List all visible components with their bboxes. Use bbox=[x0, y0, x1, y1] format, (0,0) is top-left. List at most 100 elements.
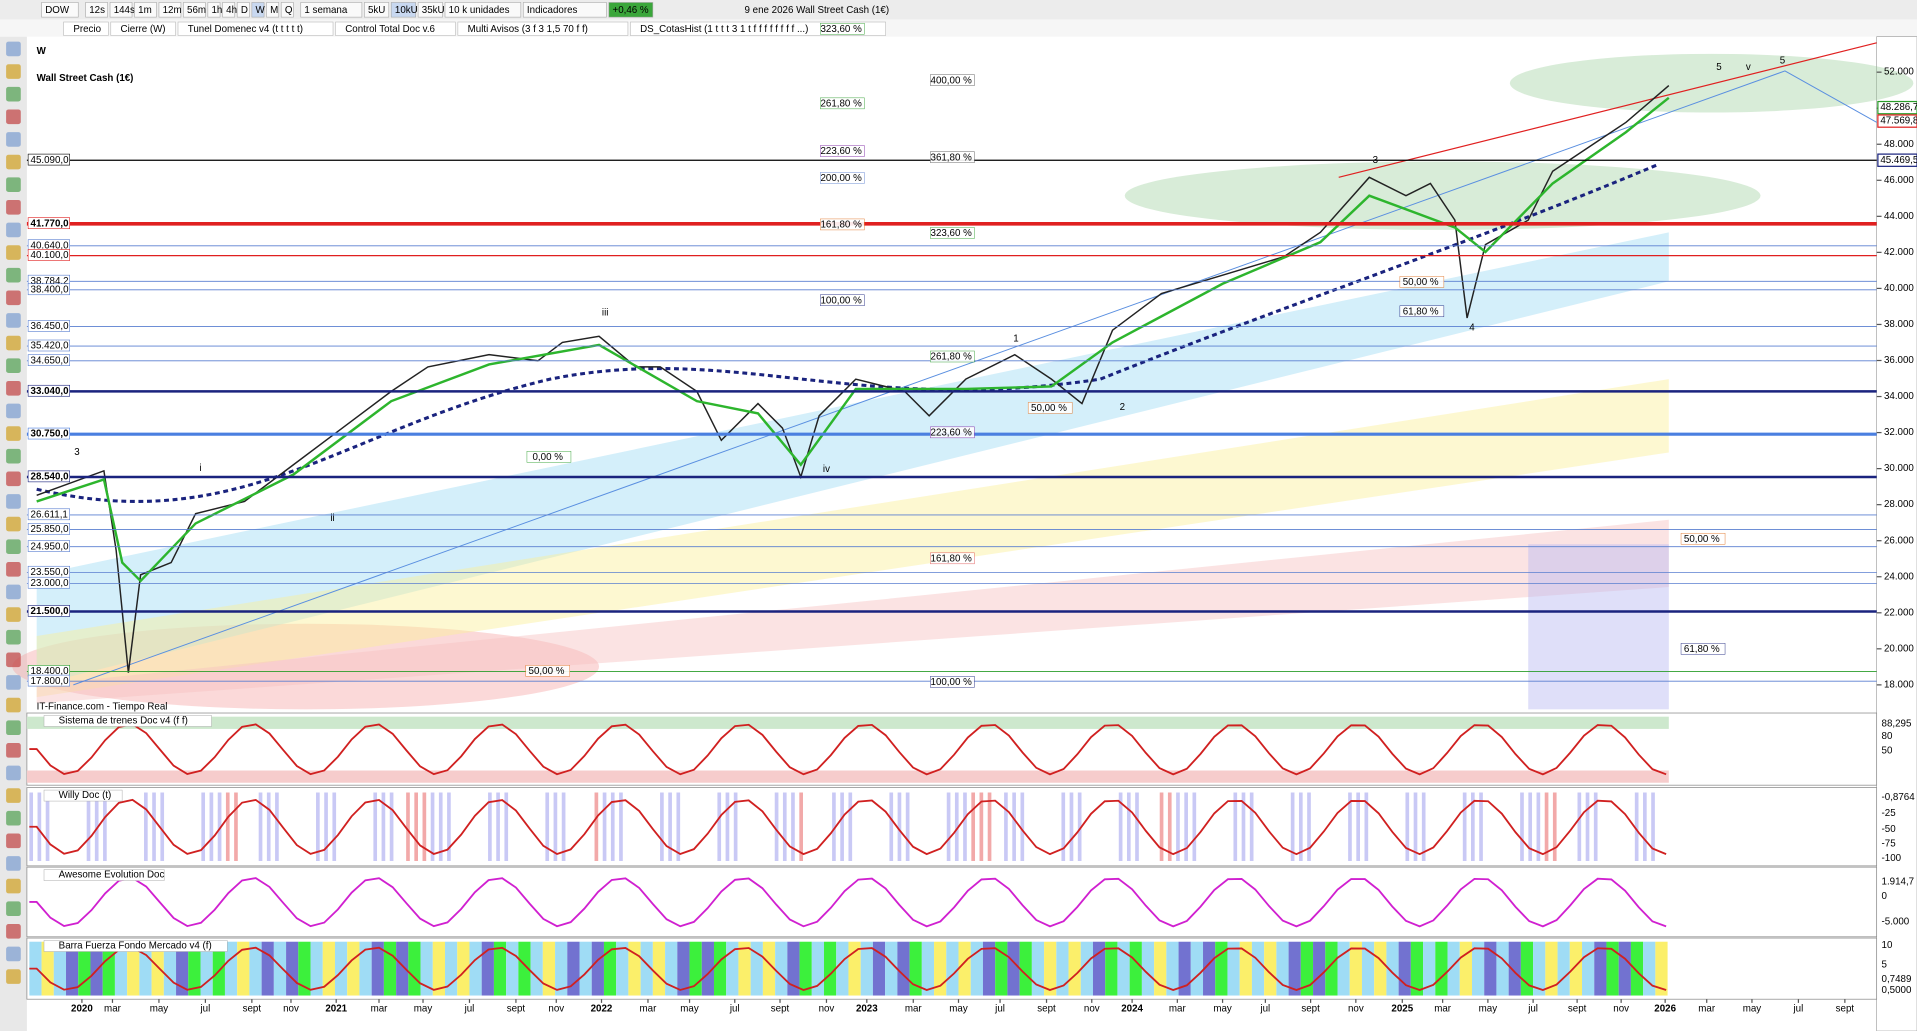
tool-icon[interactable] bbox=[6, 380, 21, 396]
indicator-tab-label[interactable]: Precio bbox=[73, 24, 101, 35]
timeframe-button-label[interactable]: W bbox=[256, 5, 266, 16]
tool-icon[interactable] bbox=[6, 64, 21, 79]
change-badge[interactable] bbox=[608, 2, 654, 18]
tool-icon[interactable] bbox=[6, 494, 21, 509]
period-select-label[interactable]: 1 semana bbox=[304, 5, 347, 16]
unit-size-select-label[interactable]: 10 k unidades bbox=[449, 5, 510, 16]
timeframe-button[interactable] bbox=[251, 2, 265, 18]
tool-icon[interactable] bbox=[6, 199, 21, 215]
indicator-tab[interactable] bbox=[177, 21, 334, 36]
indicator-tab[interactable] bbox=[335, 21, 456, 36]
indicator-tab-label[interactable]: Multi Avisos (3 f 3 1,5 70 f f) bbox=[468, 24, 588, 35]
tool-icon[interactable] bbox=[6, 267, 21, 283]
time-tick-label: nov bbox=[283, 1004, 299, 1015]
tool-icon[interactable] bbox=[6, 675, 21, 690]
tool-icon[interactable] bbox=[6, 629, 21, 645]
tool-icon[interactable] bbox=[6, 833, 21, 849]
tool-icon[interactable] bbox=[6, 335, 21, 351]
tool-icon[interactable] bbox=[6, 810, 21, 826]
change-badge-label[interactable]: +0,46 % bbox=[613, 5, 649, 16]
timeframe-button-label[interactable]: D bbox=[241, 5, 248, 16]
tool-icon[interactable] bbox=[6, 697, 21, 713]
tool-icon[interactable] bbox=[6, 313, 21, 328]
tool-icon[interactable] bbox=[6, 607, 21, 622]
period-select[interactable] bbox=[300, 2, 363, 18]
panel-title[interactable]: Willy Doc (t) bbox=[59, 790, 112, 801]
indicator-tab[interactable] bbox=[457, 21, 629, 36]
unit-size-select[interactable] bbox=[444, 2, 522, 18]
panel-title[interactable]: Sistema de trenes Doc v4 (f f) bbox=[59, 716, 188, 727]
timeframe-button[interactable] bbox=[158, 2, 182, 18]
tool-icon[interactable] bbox=[6, 788, 21, 803]
tool-icon[interactable] bbox=[6, 41, 21, 57]
unit-button-label[interactable]: 10kU bbox=[395, 5, 418, 16]
timeframe-button[interactable] bbox=[222, 2, 236, 18]
tool-icon[interactable] bbox=[6, 946, 21, 962]
timeframe-button[interactable] bbox=[134, 2, 157, 18]
tool-icon[interactable] bbox=[6, 720, 21, 736]
tool-icon[interactable] bbox=[6, 923, 21, 939]
indicator-tab-label[interactable]: Tunel Domenec v4 (t t t t t) bbox=[188, 24, 303, 35]
tool-icon[interactable] bbox=[6, 290, 21, 306]
tool-icon[interactable] bbox=[6, 516, 21, 532]
tool-icon[interactable] bbox=[6, 969, 21, 984]
tool-icon[interactable] bbox=[6, 109, 21, 125]
timeframe-button-label[interactable]: 1m bbox=[138, 5, 152, 16]
tool-icon[interactable] bbox=[6, 901, 21, 917]
tool-icon[interactable] bbox=[6, 222, 21, 238]
timeframe-button-label[interactable]: M bbox=[270, 5, 278, 16]
symbol-select-label[interactable]: DOW bbox=[45, 5, 70, 16]
indicator-tab[interactable] bbox=[110, 21, 176, 36]
tool-icon[interactable] bbox=[6, 358, 21, 374]
timeframe-button-label[interactable]: 4h bbox=[226, 5, 237, 16]
tool-icon[interactable] bbox=[6, 426, 21, 441]
panel-title[interactable]: Awesome Evolution Doc bbox=[59, 870, 165, 881]
tool-icon[interactable] bbox=[6, 245, 21, 260]
indicator-tab-label[interactable]: Cierre (W) bbox=[121, 24, 166, 35]
tool-icon[interactable] bbox=[6, 448, 21, 464]
indicator-tab-label[interactable]: DS_CotasHist (1 t t t 3 1 t f f f f f f … bbox=[640, 24, 808, 35]
symbol-select[interactable] bbox=[41, 2, 79, 18]
tool-icon[interactable] bbox=[6, 652, 21, 668]
timeframe-button[interactable] bbox=[85, 2, 108, 18]
indicators-button[interactable] bbox=[522, 2, 607, 18]
timeframe-button[interactable] bbox=[280, 2, 294, 18]
tool-icon[interactable] bbox=[6, 561, 21, 577]
tool-icon[interactable] bbox=[6, 765, 21, 781]
tool-icon[interactable] bbox=[6, 154, 21, 170]
timeframe-button-label[interactable]: Q bbox=[285, 5, 293, 16]
panel-title[interactable]: Barra Fuerza Fondo Mercado v4 (f) bbox=[59, 941, 212, 952]
unit-button-label[interactable]: 35kU bbox=[422, 5, 445, 16]
timeframe-button-label[interactable]: 144s bbox=[114, 5, 135, 16]
tool-icon[interactable] bbox=[6, 403, 21, 419]
timeframe-button[interactable] bbox=[109, 2, 133, 18]
tool-icon[interactable] bbox=[6, 86, 21, 102]
timeframe-button-label[interactable]: 56m bbox=[187, 5, 206, 16]
panel-title-bg[interactable] bbox=[43, 789, 123, 802]
timeframe-button[interactable] bbox=[183, 2, 206, 18]
timeframe-button-label[interactable]: 12m bbox=[163, 5, 182, 16]
tool-icon[interactable] bbox=[6, 584, 21, 600]
panel-title-bg[interactable] bbox=[43, 715, 212, 727]
unit-button[interactable] bbox=[390, 2, 416, 18]
tool-icon[interactable] bbox=[6, 471, 21, 487]
tool-icon[interactable] bbox=[6, 539, 21, 555]
timeframe-button-label[interactable]: 12s bbox=[89, 5, 105, 16]
indicator-tab[interactable] bbox=[63, 21, 109, 36]
timeframe-button[interactable] bbox=[266, 2, 280, 18]
indicators-button-label[interactable]: Indicadores bbox=[527, 5, 578, 16]
unit-button[interactable] bbox=[417, 2, 443, 18]
tool-icon[interactable] bbox=[6, 856, 21, 871]
indicator-tab-label[interactable]: Control Total Doc v.6 bbox=[345, 24, 435, 35]
timeframe-button[interactable] bbox=[207, 2, 221, 18]
tool-icon[interactable] bbox=[6, 878, 21, 894]
timeframe-button[interactable] bbox=[236, 2, 250, 18]
tool-icon[interactable] bbox=[6, 132, 21, 147]
panel-title-bg[interactable] bbox=[43, 869, 165, 881]
tool-icon[interactable] bbox=[6, 177, 21, 193]
unit-button-label[interactable]: 5kU bbox=[368, 5, 385, 16]
unit-button[interactable] bbox=[364, 2, 390, 18]
timeframe-button-label[interactable]: 1h bbox=[212, 5, 223, 16]
panel-title-bg[interactable] bbox=[43, 940, 228, 952]
tool-icon[interactable] bbox=[6, 742, 21, 758]
